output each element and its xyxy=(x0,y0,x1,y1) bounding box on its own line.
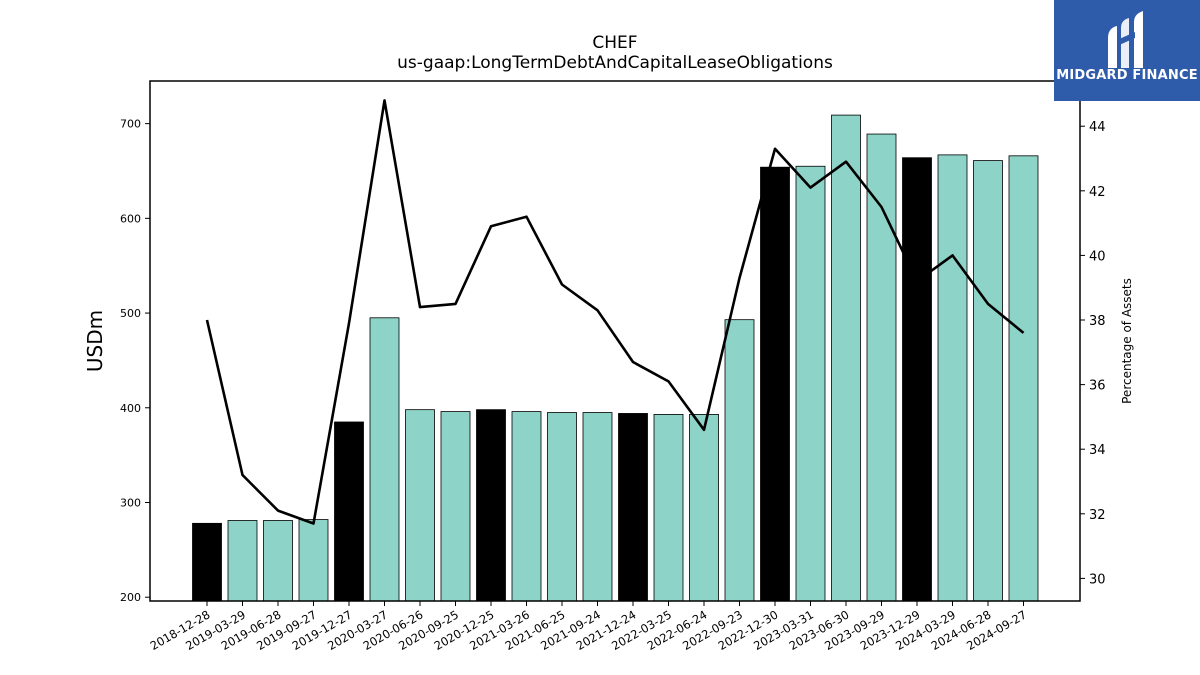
midgard-logo-icon xyxy=(1108,11,1143,68)
y-tick-label: 700 xyxy=(120,118,141,131)
y2-tick-label: 44 xyxy=(1089,120,1106,135)
bar xyxy=(440,411,471,602)
bar xyxy=(689,414,719,602)
bar xyxy=(1008,155,1039,602)
right-y-axis: 30 32 34 36 38 40 42 44 xyxy=(1080,120,1106,587)
bar xyxy=(866,133,897,602)
y-tick-label: 500 xyxy=(120,307,141,320)
y2-tick-label: 32 xyxy=(1089,508,1106,523)
bar xyxy=(298,519,329,602)
bar xyxy=(937,154,968,602)
bar xyxy=(724,319,755,602)
y2-tick-label: 42 xyxy=(1089,185,1106,200)
y-tick-label: 200 xyxy=(120,591,141,604)
y2-tick-label: 30 xyxy=(1089,572,1106,587)
bar xyxy=(227,520,258,602)
y2-tick-label: 34 xyxy=(1089,443,1106,458)
percentage-line xyxy=(205,99,1025,525)
bar xyxy=(334,421,364,602)
chart-title: CHEF xyxy=(592,33,638,53)
y2-tick-label: 38 xyxy=(1089,314,1106,329)
plot-frame xyxy=(149,80,1081,602)
bar xyxy=(582,412,613,602)
bar xyxy=(476,409,506,602)
bar xyxy=(192,522,222,602)
bar xyxy=(795,165,826,602)
chart-subtitle: us-gaap:LongTermDebtAndCapitalLeaseOblig… xyxy=(397,53,833,73)
bar xyxy=(973,160,1003,602)
bar xyxy=(618,413,648,602)
y2-tick-label: 40 xyxy=(1089,249,1106,264)
bar xyxy=(263,520,293,602)
bar xyxy=(405,409,435,602)
y2-axis-label: Percentage of Assets xyxy=(1120,278,1134,404)
brand-logo: MIDGARD FINANCE xyxy=(1054,0,1200,101)
y-tick-label: 400 xyxy=(120,402,141,415)
left-y-axis: 200 300 400 500 600 700 xyxy=(120,118,150,604)
bar xyxy=(902,157,932,602)
bar xyxy=(653,414,684,602)
bar xyxy=(511,411,542,602)
brand-name: MIDGARD FINANCE xyxy=(1056,68,1198,83)
line-series xyxy=(205,99,1025,525)
bar xyxy=(547,412,577,602)
bar xyxy=(760,166,790,602)
bar xyxy=(831,114,861,602)
bar xyxy=(369,317,400,602)
y-tick-label: 600 xyxy=(120,212,141,225)
y-axis-label: USDm xyxy=(83,310,107,372)
y-tick-label: 300 xyxy=(120,496,141,509)
y2-tick-label: 36 xyxy=(1089,379,1106,394)
x-axis: 2018-12-282019-03-292019-06-282019-09-27… xyxy=(148,601,1029,653)
bar-series xyxy=(192,114,1039,602)
